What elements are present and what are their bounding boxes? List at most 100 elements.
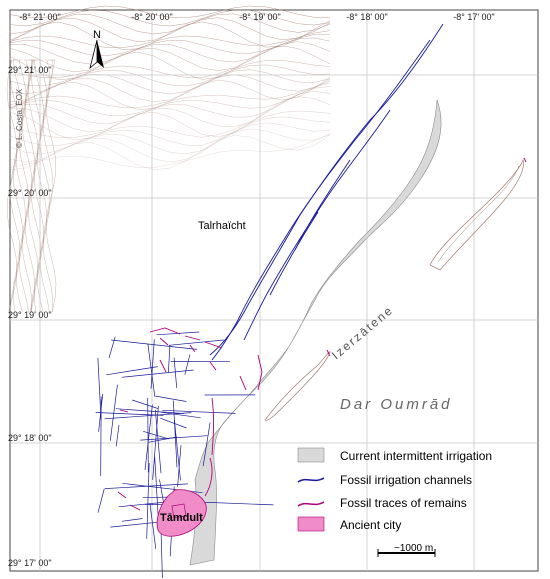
longitude-label-5: -8° 17' 00" — [453, 12, 495, 22]
legend-label-channels: Fossil irrigation channels — [340, 473, 472, 487]
contour-line — [9, 45, 331, 80]
contour-line — [9, 5, 331, 19]
contour-line — [9, 30, 331, 49]
contour-line — [9, 134, 331, 171]
legend-label-remains: Fossil traces of remains — [340, 496, 467, 510]
contour-line — [9, 133, 331, 168]
channel-segment — [95, 412, 164, 416]
channel-segment — [115, 408, 184, 414]
contour-line — [42, 59, 54, 313]
channel-segment — [147, 397, 149, 473]
channel-segment — [168, 345, 171, 373]
channel-segment — [109, 384, 118, 441]
contour-line — [9, 82, 331, 117]
channel-segment — [97, 488, 105, 513]
channel-segment — [132, 399, 158, 409]
scale-bar-label: ~1000 m — [394, 543, 433, 554]
north-label: N — [93, 29, 101, 41]
contour-line — [9, 81, 331, 108]
contour-line — [9, 17, 331, 43]
legend-symbol-channels — [297, 477, 325, 483]
scale-bar — [377, 549, 436, 557]
fossil-traces-of-remains — [117, 157, 527, 511]
place-label-tamdult: Tāmdult — [160, 512, 203, 524]
channel-segment — [154, 409, 162, 474]
channel-segment — [115, 424, 120, 447]
channel-segment — [201, 501, 274, 506]
channel-segment — [121, 369, 194, 378]
channel-segment — [162, 409, 236, 414]
contour-line — [9, 110, 331, 138]
channel-segment — [150, 339, 155, 389]
contour-island-ridge — [429, 158, 524, 271]
channel-segment — [147, 343, 156, 397]
latitude-label-5: 29° 17' 00" — [8, 558, 52, 568]
channel-segment — [98, 393, 104, 432]
latitude-label-2: 29° 20' 00" — [8, 188, 52, 198]
place-label-dar-oumrad: Dar Oumrād — [340, 396, 453, 413]
fossil-irrigation-channels — [209, 23, 444, 361]
channel-segment — [184, 354, 191, 375]
ancient-city-outline — [171, 503, 187, 519]
contour-line — [9, 116, 331, 146]
contour-island-small — [264, 351, 331, 421]
channel-segment — [202, 422, 211, 466]
current-irrigation-area — [189, 99, 442, 566]
channel-segment — [160, 411, 201, 419]
legend-label-irrigation: Current intermittent irrigation — [340, 449, 492, 463]
longitude-label-2: -8° 20' 00" — [131, 12, 173, 22]
contour-line — [9, 9, 331, 27]
coordinate-grid — [10, 10, 538, 571]
contour-line — [9, 86, 331, 125]
channel-segment — [172, 400, 178, 468]
contour-line — [9, 74, 331, 103]
contour-line — [9, 37, 331, 65]
legend-label-city: Ancient city — [340, 518, 401, 532]
latitude-label-4: 29° 18' 00" — [8, 433, 52, 443]
map-credit: © L. Costa, EOX — [15, 88, 24, 148]
channel-segment — [110, 521, 162, 528]
north-arrow-icon — [89, 39, 104, 70]
longitude-label-3: -8° 19' 00" — [239, 12, 281, 22]
contour-line — [9, 96, 331, 141]
channel-segment — [155, 395, 187, 402]
contour-island-ridge-inner — [437, 165, 520, 263]
contour-line — [45, 59, 57, 313]
ancient-city-area — [156, 489, 207, 537]
contour-line — [9, 76, 331, 110]
channel-segment — [121, 518, 143, 522]
channel-segment — [106, 366, 158, 376]
contour-line — [15, 59, 27, 313]
contour-line — [9, 128, 331, 163]
channel-segment — [146, 462, 150, 539]
latitude-label-3: 29° 19' 00" — [8, 310, 52, 320]
channel-segment — [168, 339, 224, 346]
legend-symbol-city — [297, 516, 325, 532]
contour-line — [30, 59, 42, 313]
channel-segment — [108, 336, 116, 359]
legend-symbol-remains — [297, 501, 325, 507]
contour-line — [9, 91, 331, 133]
channel-segment — [149, 504, 157, 550]
contour-line — [9, 34, 331, 57]
longitude-label-1: -8° 21' 00" — [19, 12, 61, 22]
contour-line — [24, 59, 36, 313]
legend-symbol-irrigation — [297, 447, 325, 463]
channel-segment — [144, 404, 153, 471]
contour-line — [9, 59, 21, 313]
relief-contours — [6, 5, 331, 313]
longitude-label-4: -8° 18' 00" — [346, 12, 388, 22]
latitude-label-1: 29° 21' 00" — [8, 65, 52, 75]
contour-line — [9, 122, 331, 155]
channel-segment — [160, 417, 187, 429]
place-label-talrhaicht: Talrhaïcht — [198, 220, 246, 232]
channel-segment — [97, 357, 102, 420]
contour-line — [12, 59, 24, 313]
channel-segment — [173, 357, 178, 388]
channel-segment — [100, 396, 102, 476]
map-frame — [9, 9, 539, 572]
channel-segment — [174, 419, 181, 481]
map-legend: Current intermittent irrigation Fossil i… — [297, 447, 492, 532]
